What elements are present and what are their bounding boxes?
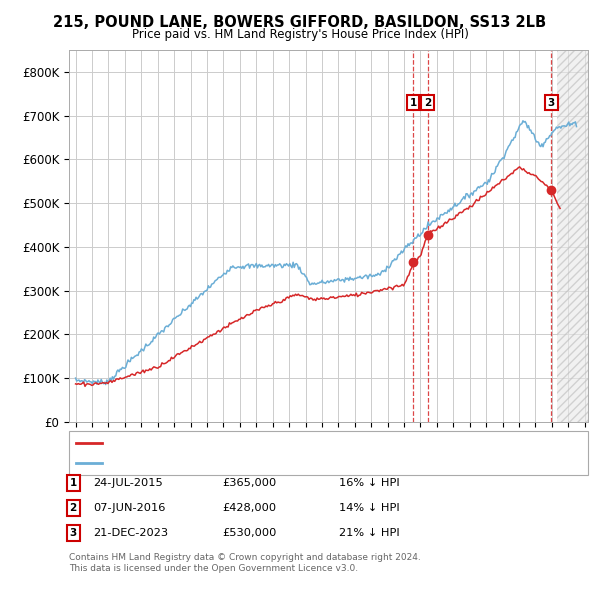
Text: £428,000: £428,000 xyxy=(222,503,276,513)
Text: 21% ↓ HPI: 21% ↓ HPI xyxy=(339,529,400,538)
Text: 24-JUL-2015: 24-JUL-2015 xyxy=(93,478,163,487)
Text: 1: 1 xyxy=(70,478,77,487)
Text: 2: 2 xyxy=(424,97,431,107)
Text: 215, POUND LANE, BOWERS GIFFORD, BASILDON, SS13 2LB (detached house): 215, POUND LANE, BOWERS GIFFORD, BASILDO… xyxy=(106,438,535,448)
Text: 2: 2 xyxy=(70,503,77,513)
Text: 1: 1 xyxy=(410,97,417,107)
Text: This data is licensed under the Open Government Licence v3.0.: This data is licensed under the Open Gov… xyxy=(69,565,358,573)
Text: 21-DEC-2023: 21-DEC-2023 xyxy=(93,529,168,538)
Text: £530,000: £530,000 xyxy=(222,529,277,538)
Text: 14% ↓ HPI: 14% ↓ HPI xyxy=(339,503,400,513)
Text: 3: 3 xyxy=(70,529,77,538)
Text: 16% ↓ HPI: 16% ↓ HPI xyxy=(339,478,400,487)
Text: 215, POUND LANE, BOWERS GIFFORD, BASILDON, SS13 2LB: 215, POUND LANE, BOWERS GIFFORD, BASILDO… xyxy=(53,15,547,30)
Text: Price paid vs. HM Land Registry's House Price Index (HPI): Price paid vs. HM Land Registry's House … xyxy=(131,28,469,41)
Text: Contains HM Land Registry data © Crown copyright and database right 2024.: Contains HM Land Registry data © Crown c… xyxy=(69,553,421,562)
Text: £365,000: £365,000 xyxy=(222,478,276,487)
Text: 3: 3 xyxy=(548,97,555,107)
Text: 07-JUN-2016: 07-JUN-2016 xyxy=(93,503,166,513)
Bar xyxy=(557,50,600,422)
Text: HPI: Average price, detached house, Basildon: HPI: Average price, detached house, Basi… xyxy=(106,458,355,467)
